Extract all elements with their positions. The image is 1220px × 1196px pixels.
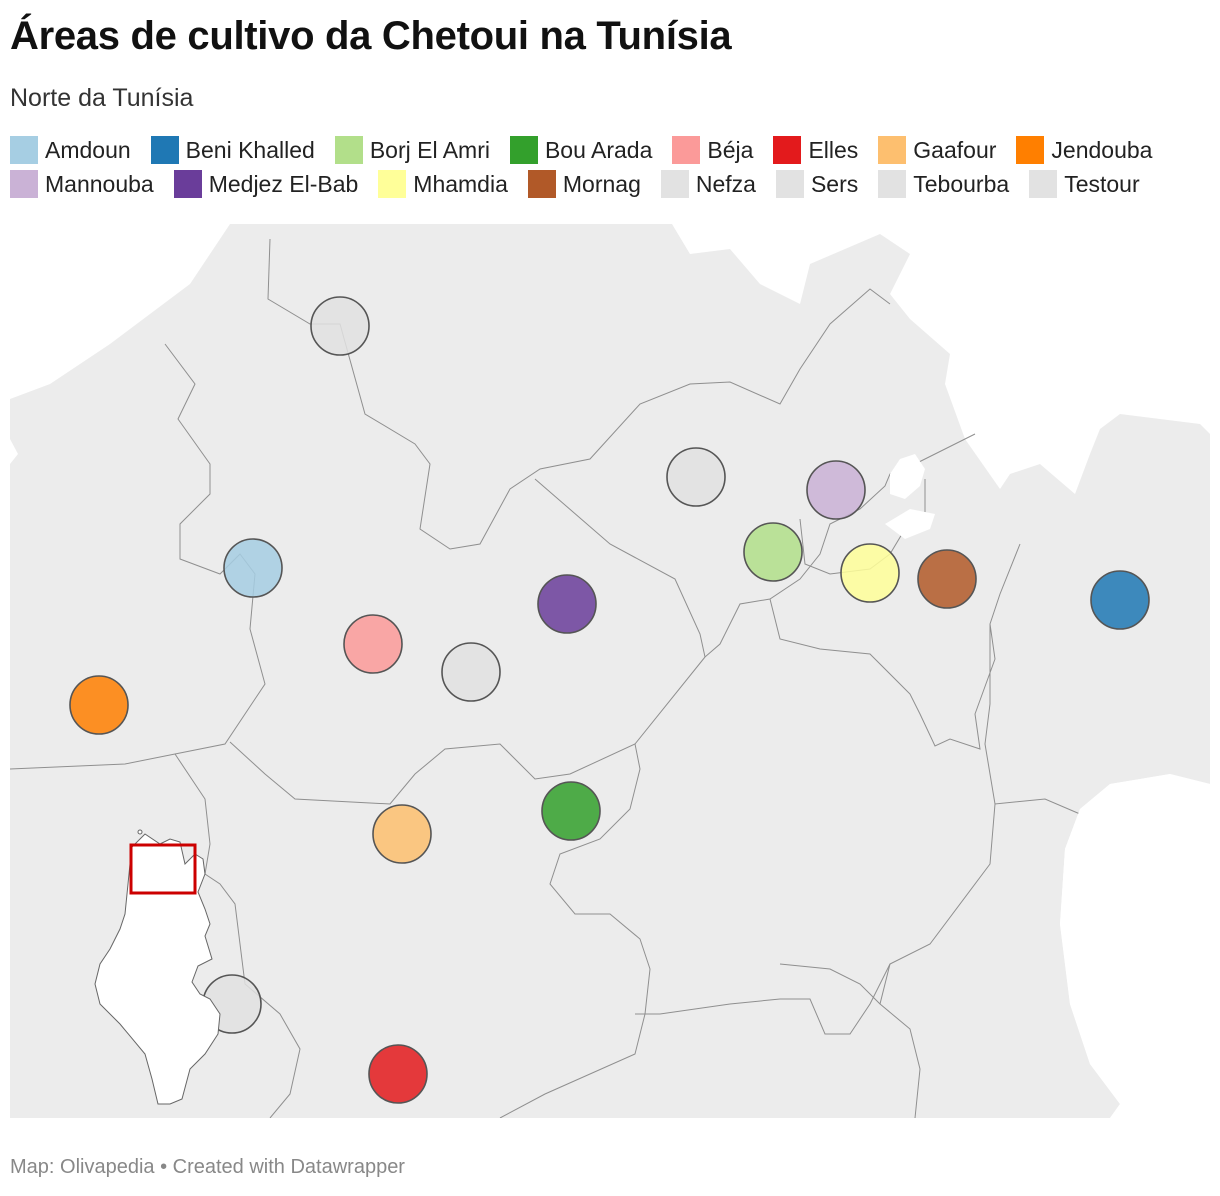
map-marker-amdoun[interactable] bbox=[223, 538, 283, 598]
legend-label: Gaafour bbox=[913, 136, 997, 163]
legend-item[interactable]: Mornag bbox=[527, 170, 641, 198]
legend-label: Testour bbox=[1064, 170, 1140, 197]
land-area bbox=[10, 224, 1210, 1118]
legend-label: Medjez El-Bab bbox=[208, 170, 359, 197]
legend-label: Beni Khalled bbox=[185, 136, 315, 163]
map-svg[interactable] bbox=[10, 224, 1210, 1118]
map-area[interactable] bbox=[10, 224, 1210, 1118]
legend-swatch bbox=[660, 170, 689, 198]
map-marker-gaafour[interactable] bbox=[372, 804, 432, 864]
legend-swatch bbox=[173, 170, 202, 198]
map-marker-beni-khalled[interactable] bbox=[1090, 570, 1150, 630]
legend-swatch bbox=[10, 170, 38, 198]
legend-item[interactable]: Elles bbox=[773, 136, 858, 164]
legend-item[interactable]: Gaafour bbox=[878, 136, 996, 164]
header: Áreas de cultivo da Chetoui na Tunísia N… bbox=[10, 10, 1210, 114]
legend-swatch bbox=[10, 136, 38, 164]
legend-swatch bbox=[150, 136, 179, 164]
legend-label: Borj El Amri bbox=[369, 136, 490, 163]
legend-label: Tebourba bbox=[913, 170, 1010, 197]
legend-swatch bbox=[1029, 170, 1058, 198]
legend-item[interactable]: Jendouba bbox=[1016, 136, 1152, 164]
map-marker-b-ja[interactable] bbox=[343, 614, 403, 674]
legend-item[interactable]: Testour bbox=[1029, 170, 1140, 198]
legend-item[interactable]: Bou Arada bbox=[509, 136, 653, 164]
legend-label: Amdoun bbox=[45, 136, 131, 163]
legend-swatch bbox=[775, 170, 804, 198]
legend-item[interactable]: Nefza bbox=[660, 170, 756, 198]
legend: Amdoun Beni Khalled Borj El Amri Bou Arada B… bbox=[10, 136, 1210, 198]
map-marker-mhamdia[interactable] bbox=[840, 543, 900, 603]
map-marker-mannouba[interactable] bbox=[806, 460, 866, 520]
legend-item[interactable]: Béja bbox=[672, 136, 753, 164]
map-footer-credit: Map: Olivapedia • Created with Datawrapp… bbox=[10, 1156, 405, 1178]
bay-shape bbox=[1060, 774, 1210, 1118]
legend-swatch bbox=[672, 136, 701, 164]
legend-swatch bbox=[378, 170, 407, 198]
map-marker-testour[interactable] bbox=[441, 642, 501, 702]
map-marker-mornag[interactable] bbox=[917, 549, 977, 609]
map-marker-borj-el-amri[interactable] bbox=[743, 522, 803, 582]
legend-swatch bbox=[773, 136, 802, 164]
legend-item[interactable]: Beni Khalled bbox=[150, 136, 315, 164]
legend-swatch bbox=[509, 136, 538, 164]
legend-label: Mannouba bbox=[45, 170, 154, 197]
legend-item[interactable]: Sers bbox=[775, 170, 859, 198]
inset-tunisia-map bbox=[94, 829, 221, 1105]
markers-layer[interactable] bbox=[69, 296, 1150, 1104]
legend-item[interactable]: Borj El Amri bbox=[334, 136, 490, 164]
map-marker-jendouba[interactable] bbox=[69, 675, 129, 735]
map-marker-bou-arada[interactable] bbox=[541, 781, 601, 841]
inset-highlight-box bbox=[129, 843, 197, 895]
lake-shape bbox=[885, 509, 935, 539]
map-marker-elles[interactable] bbox=[368, 1044, 428, 1104]
legend-label: Sers bbox=[810, 170, 859, 197]
legend-item[interactable]: Tebourba bbox=[878, 170, 1009, 198]
legend-item[interactable]: Amdoun bbox=[10, 136, 131, 164]
legend-label: Béja bbox=[707, 136, 754, 163]
map-marker-medjez-el-bab[interactable] bbox=[537, 574, 597, 634]
map-marker-tebourba[interactable] bbox=[666, 447, 726, 507]
legend-label: Bou Arada bbox=[544, 136, 653, 163]
lake-shape bbox=[890, 454, 925, 499]
legend-item[interactable]: Mannouba bbox=[10, 170, 154, 198]
legend-swatch bbox=[334, 136, 363, 164]
map-title: Áreas de cultivo da Chetoui na Tunísia bbox=[10, 14, 732, 58]
legend-swatch bbox=[878, 136, 907, 164]
legend-label: Elles bbox=[808, 136, 859, 163]
legend-item[interactable]: Medjez El-Bab bbox=[173, 170, 359, 198]
legend-swatch bbox=[1016, 136, 1045, 164]
legend-swatch bbox=[878, 170, 907, 198]
legend-label: Mornag bbox=[562, 170, 641, 197]
legend-item[interactable]: Mhamdia bbox=[378, 170, 508, 198]
map-marker-nefza[interactable] bbox=[310, 296, 370, 356]
legend-label: Jendouba bbox=[1051, 136, 1153, 163]
legend-label: Nefza bbox=[695, 170, 756, 197]
legend-label: Mhamdia bbox=[413, 170, 508, 197]
map-subtitle: Norte da Tunísia bbox=[10, 84, 194, 112]
legend-swatch bbox=[527, 170, 556, 198]
